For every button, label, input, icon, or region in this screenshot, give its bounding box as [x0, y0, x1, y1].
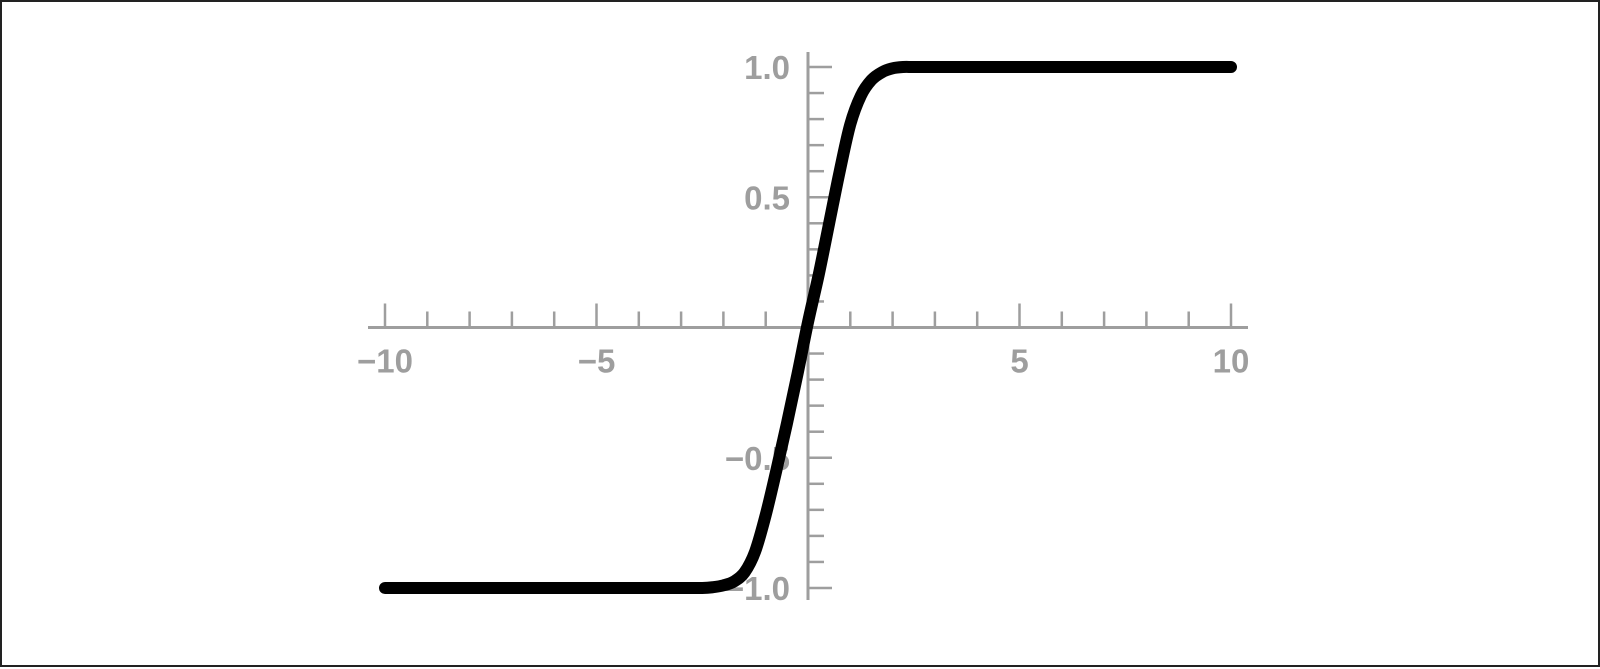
series-group	[379, 60, 1237, 595]
x-tick-label: −10	[357, 343, 413, 380]
y-tick-label: 1.0	[744, 49, 790, 86]
x-tick-label: 5	[1010, 343, 1028, 380]
y-tick-label: 0.5	[744, 179, 790, 216]
x-tick-label: −5	[578, 343, 616, 380]
ticks	[383, 65, 1233, 590]
x-tick-label: 10	[1213, 343, 1250, 380]
series-line	[379, 60, 1237, 595]
tick-labels: −10 −5 5 10−1.0−0.50.51.0	[357, 49, 1249, 607]
